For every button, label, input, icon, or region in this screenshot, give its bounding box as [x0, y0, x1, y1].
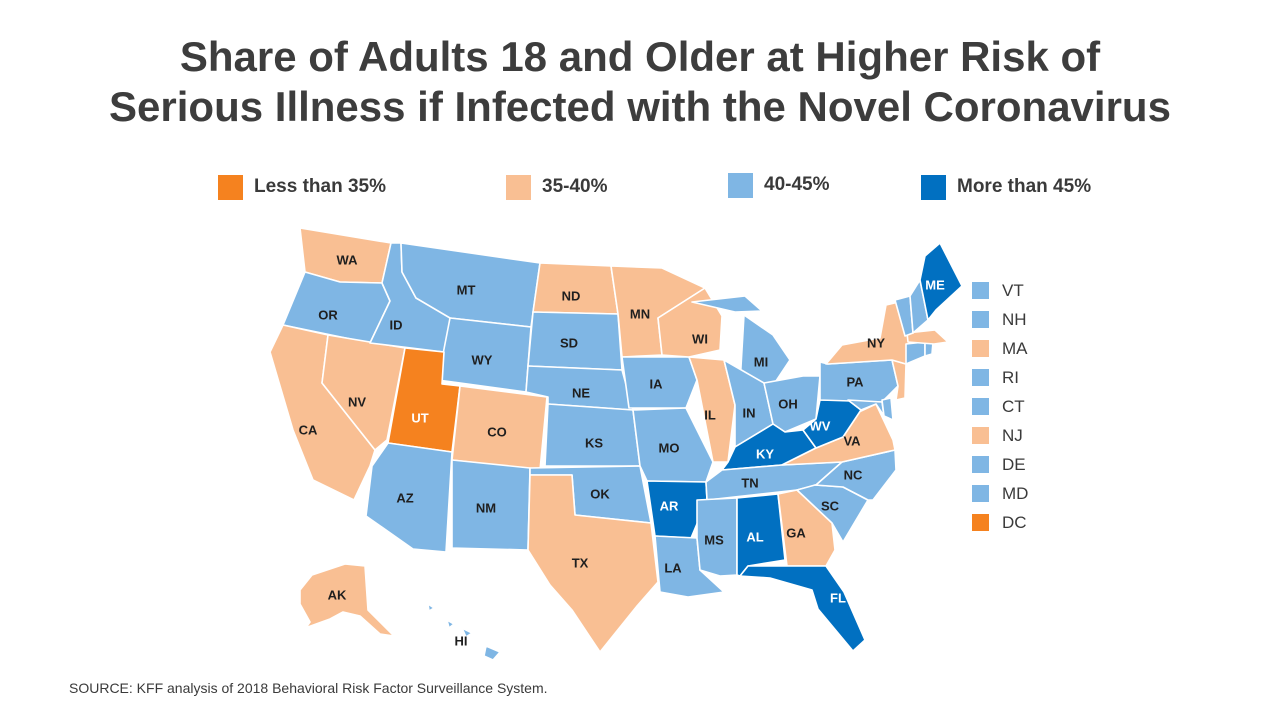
small-state-nj: NJ	[972, 421, 1028, 450]
state-label-wy: WY	[472, 353, 493, 368]
state-label-or: OR	[318, 308, 338, 323]
state-label-ca: CA	[299, 423, 318, 438]
small-state-label: NH	[1002, 309, 1027, 329]
small-state-label: MA	[1002, 338, 1028, 358]
title-line-2: Serious Illness if Infected with the Nov…	[109, 83, 1171, 130]
small-state-swatch	[972, 340, 989, 357]
state-label-al: AL	[746, 530, 763, 545]
state-label-ny: NY	[867, 336, 885, 351]
state-label-wi: WI	[692, 332, 708, 347]
small-state-md: MD	[972, 479, 1028, 508]
state-label-nd: ND	[562, 289, 581, 304]
state-me	[919, 242, 963, 321]
small-state-label: CT	[1002, 396, 1025, 416]
small-state-ma: MA	[972, 334, 1028, 363]
legend-label: 35-40%	[542, 176, 608, 197]
state-label-ks: KS	[585, 436, 603, 451]
state-label-ok: OK	[590, 487, 610, 502]
state-label-nv: NV	[348, 395, 366, 410]
state-label-mt: MT	[457, 283, 476, 298]
state-label-sc: SC	[821, 499, 840, 514]
small-state-label: NJ	[1002, 425, 1023, 445]
legend-label: 40-45%	[764, 174, 830, 195]
state-label-ut: UT	[411, 411, 428, 426]
state-hi	[427, 603, 501, 661]
small-state-swatch	[972, 282, 989, 299]
state-label-tn: TN	[741, 476, 758, 491]
small-state-nh: NH	[972, 305, 1028, 334]
state-label-tx: TX	[572, 556, 589, 571]
legend-swatch	[506, 174, 531, 200]
small-state-label: VT	[1002, 280, 1024, 300]
state-label-fl: FL	[830, 591, 846, 606]
state-label-ia: IA	[650, 377, 664, 392]
title-line-1: Share of Adults 18 and Older at Higher R…	[179, 33, 1101, 80]
state-label-ms: MS	[704, 533, 724, 548]
state-label-wa: WA	[337, 253, 359, 268]
small-state-swatch	[972, 485, 989, 502]
state-ct	[905, 341, 926, 365]
small-state-vt: VT	[972, 276, 1028, 305]
legend-swatch	[921, 174, 946, 200]
state-label-sd: SD	[560, 336, 578, 351]
state-label-ga: GA	[786, 526, 806, 541]
chart-title: Share of Adults 18 and Older at Higher R…	[0, 32, 1280, 132]
source-note: SOURCE: KFF analysis of 2018 Behavioral …	[69, 680, 548, 696]
state-fl	[739, 565, 866, 652]
state-label-oh: OH	[778, 397, 798, 412]
small-state-label: DC	[1002, 512, 1027, 532]
small-state-swatch	[972, 514, 989, 531]
small-state-swatch	[972, 369, 989, 386]
small-state-swatch	[972, 311, 989, 328]
small-state-dc: DC	[972, 508, 1028, 537]
small-state-label: MD	[1002, 483, 1029, 503]
state-labels: WA OR CA NV ID MT WY UT CO AZ NM ND SD NE KS OK TX MN IA MO…	[299, 253, 945, 649]
legend-item-35-40: 35-40%	[506, 174, 608, 200]
state-label-me: ME	[925, 278, 945, 293]
state-label-nc: NC	[844, 468, 863, 483]
state-label-wv: WV	[810, 419, 831, 434]
legend-label: Less than 35%	[254, 176, 386, 197]
state-label-mi: MI	[754, 355, 768, 370]
small-states-legend: VT NH MA RI CT NJ DE MD DC	[972, 276, 1028, 537]
state-label-ky: KY	[756, 447, 774, 462]
small-state-label: RI	[1002, 367, 1019, 387]
state-tx	[527, 474, 659, 653]
small-state-ct: CT	[972, 392, 1028, 421]
small-state-swatch	[972, 398, 989, 415]
state-label-mo: MO	[659, 441, 680, 456]
state-label-la: LA	[664, 561, 682, 576]
state-label-hi: HI	[455, 634, 468, 649]
legend-item-more-than-45: More than 45%	[921, 174, 1091, 200]
state-label-in: IN	[743, 406, 756, 421]
small-state-swatch	[972, 456, 989, 473]
state-label-pa: PA	[846, 375, 864, 390]
legend-item-40-45: 40-45%	[728, 172, 830, 198]
state-ia	[621, 356, 698, 409]
state-label-az: AZ	[396, 491, 413, 506]
legend-item-less-than-35: Less than 35%	[218, 174, 386, 200]
small-state-label: DE	[1002, 454, 1026, 474]
state-label-ne: NE	[572, 386, 590, 401]
state-ak	[292, 563, 395, 647]
state-label-nm: NM	[476, 501, 496, 516]
state-label-ar: AR	[660, 499, 679, 514]
state-label-ak: AK	[328, 588, 347, 603]
state-de	[881, 397, 894, 421]
legend-swatch	[728, 172, 753, 198]
small-state-ri: RI	[972, 363, 1028, 392]
state-label-id: ID	[390, 318, 403, 333]
small-state-swatch	[972, 427, 989, 444]
state-label-mn: MN	[630, 307, 650, 322]
state-ma	[906, 329, 949, 345]
state-label-va: VA	[843, 434, 861, 449]
state-az	[365, 442, 453, 553]
legend-label: More than 45%	[957, 176, 1092, 197]
state-label-il: IL	[704, 408, 716, 423]
legend-swatch	[218, 174, 243, 200]
state-label-co: CO	[487, 425, 507, 440]
state-md	[847, 399, 885, 417]
small-state-de: DE	[972, 450, 1028, 479]
